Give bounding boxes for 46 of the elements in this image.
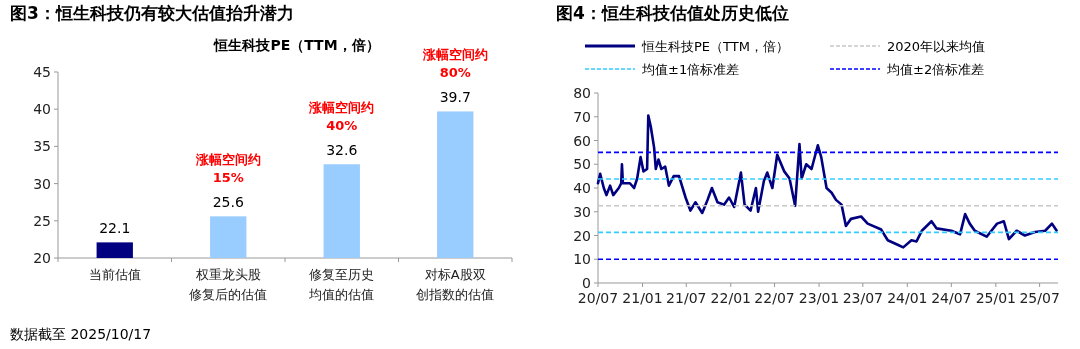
legend-label: 均值±1倍标准差 — [641, 62, 740, 77]
y-tick-label: 20 — [33, 250, 51, 266]
legend-label: 2020年以来均值 — [887, 39, 986, 54]
y-tick-label: 20 — [573, 227, 591, 244]
y-tick-label: 25 — [33, 212, 51, 229]
y-tick-label: 80 — [573, 85, 591, 101]
x-tick-label: 24/07 — [931, 290, 972, 306]
annotation: 涨幅空间约 15% — [194, 152, 261, 186]
x-tick-label: 21/01 — [622, 290, 663, 306]
chart-title: 图3：恒生科技仍有较大估值抬升潜力 — [10, 3, 294, 23]
x-tick-label: 23/07 — [842, 290, 884, 306]
data-label: 22.1 — [99, 220, 131, 237]
y-tick-label: 30 — [33, 175, 51, 192]
y-tick-label: 10 — [573, 251, 591, 268]
x-tick-label: 25/07 — [1019, 290, 1060, 306]
x-tick-label: 20/07 — [577, 290, 619, 306]
x-tick-label: 对标A股双创指数的估值 — [416, 267, 495, 302]
chart-subtitle: 恒生科技PE（TTM，倍） — [213, 37, 380, 53]
x-tick-label: 权重龙头股修复后的估值 — [189, 267, 268, 302]
x-tick-label: 修复至历史均值的估值 — [308, 267, 375, 302]
text: 数据截至 2025/10/17 — [10, 326, 152, 342]
y-tick-label: 70 — [573, 108, 591, 125]
data-label: 39.7 — [439, 89, 471, 106]
legend-label: 均值±2倍标准差 — [886, 62, 985, 77]
x-tick-label: 22/01 — [710, 290, 751, 306]
y-tick-label: 40 — [573, 180, 591, 196]
y-tick-label: 35 — [33, 138, 51, 155]
x-tick-label: 当前估值 — [88, 267, 141, 282]
x-tick-label: 22/07 — [754, 290, 795, 306]
annotation: 涨幅空间约 80% — [421, 47, 488, 81]
chart-title: 图4：恒生科技估值处历史低位 — [556, 3, 789, 23]
annotation: 涨幅空间约 40% — [308, 100, 375, 134]
y-tick-label: 40 — [33, 101, 51, 118]
y-tick-label: 50 — [573, 156, 591, 173]
y-tick-label: 30 — [573, 203, 591, 220]
legend-label: 恒生科技PE（TTM，倍） — [641, 39, 789, 54]
line-series — [596, 114, 1058, 249]
x-tick-label: 21/07 — [666, 290, 707, 306]
y-tick-label: 0 — [582, 275, 591, 291]
y-tick-label: 60 — [573, 132, 591, 149]
y-tick-label: 45 — [33, 64, 51, 80]
x-tick-label: 23/01 — [798, 290, 840, 306]
x-tick-label: 24/01 — [887, 290, 928, 306]
x-tick-label: 25/01 — [975, 290, 1017, 306]
data-label: 25.6 — [212, 194, 244, 211]
data-label: 32.6 — [326, 142, 358, 159]
